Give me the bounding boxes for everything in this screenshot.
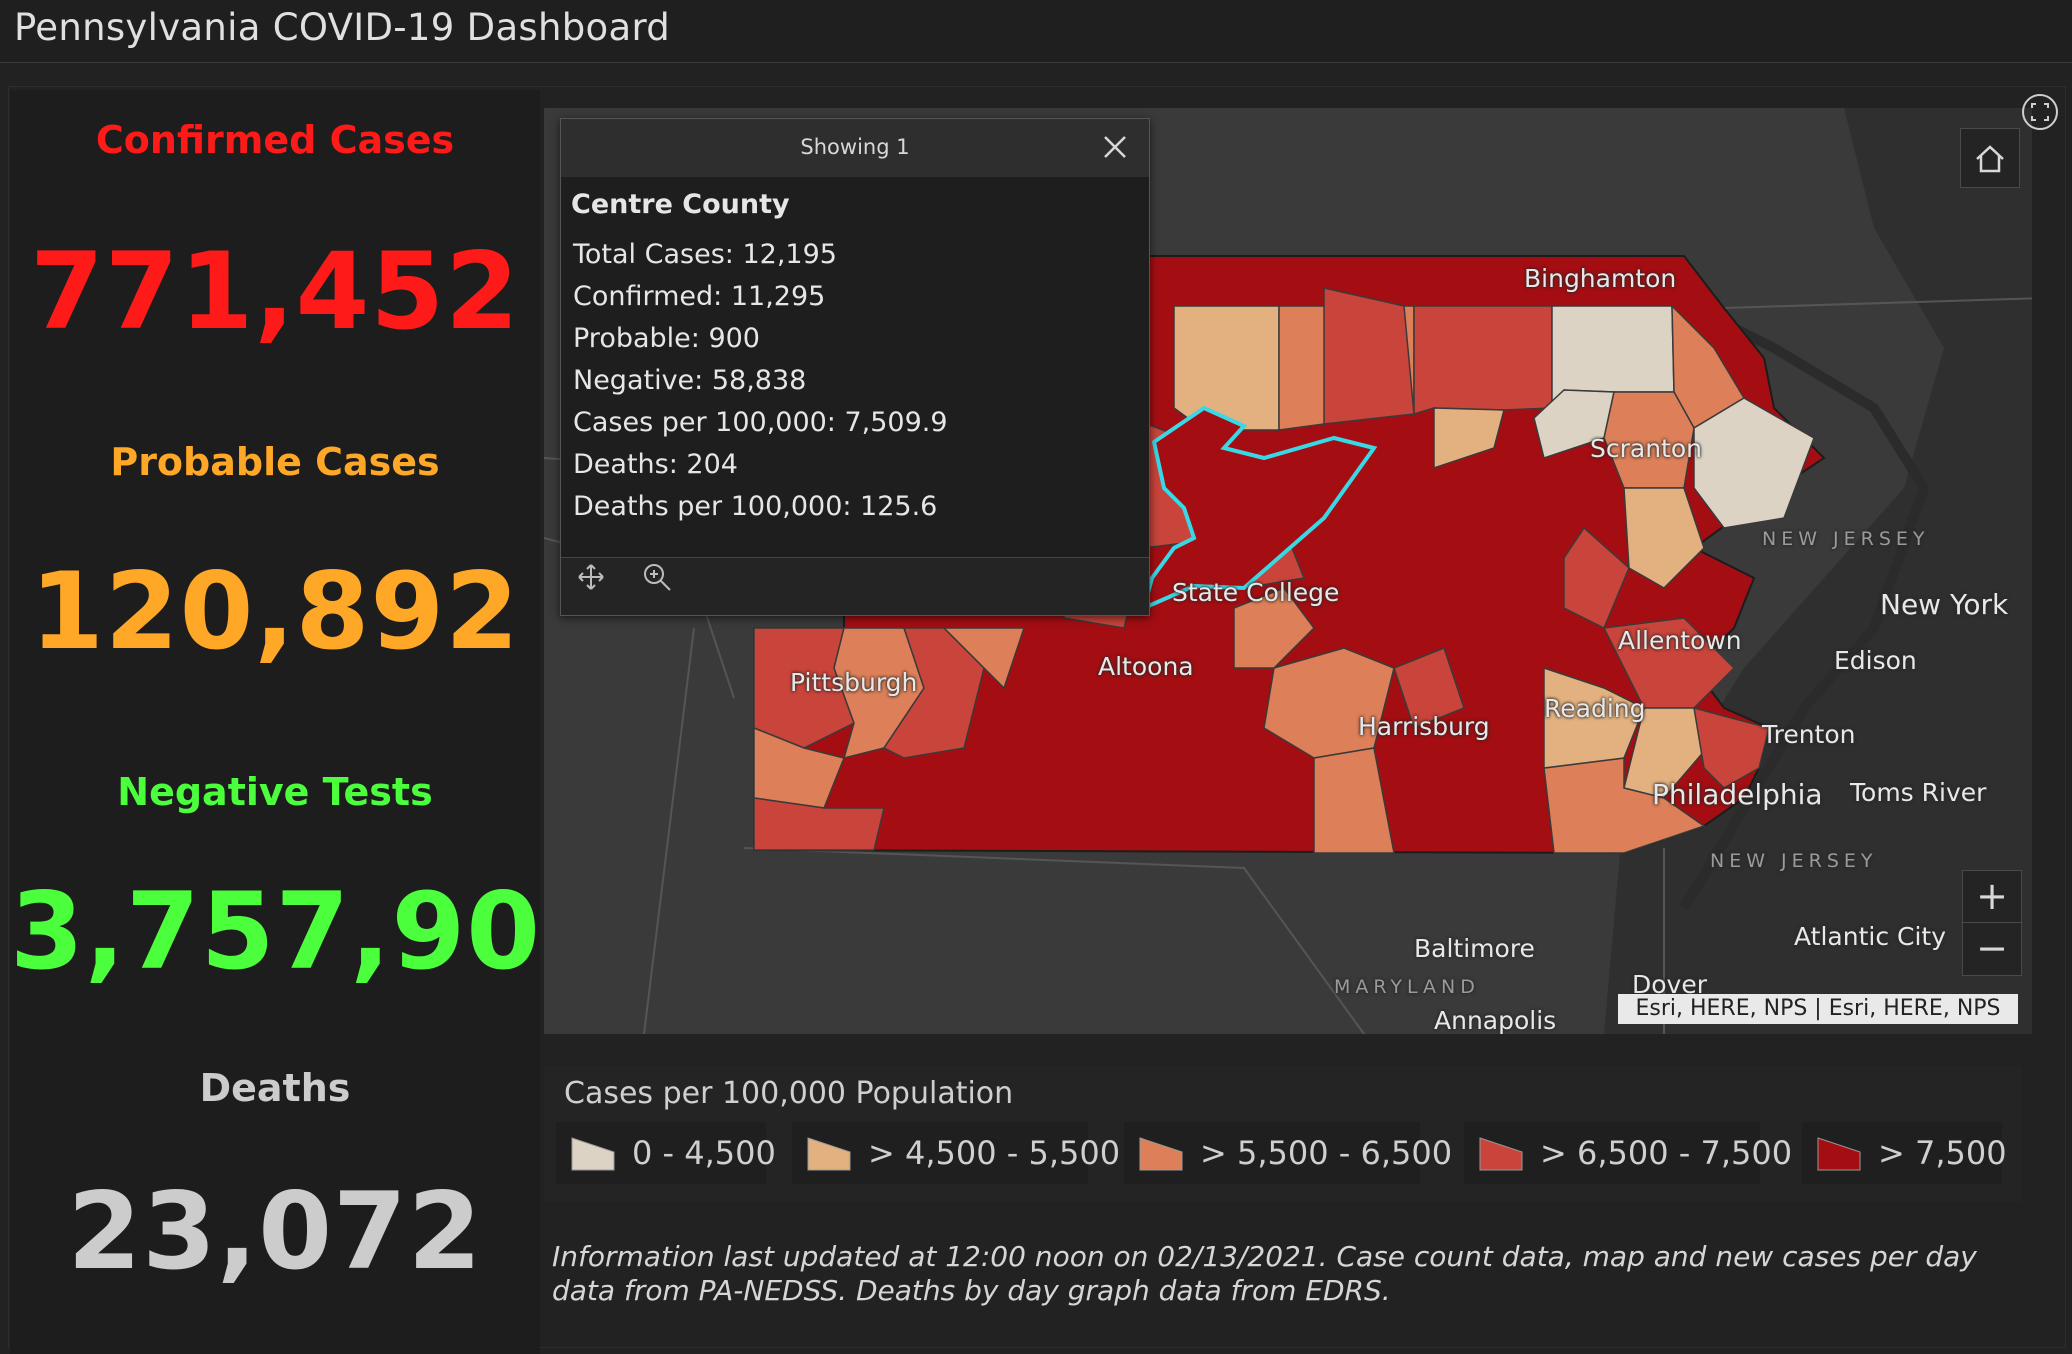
map-label-atlantic-city: Atlantic City — [1794, 922, 1947, 951]
state-border — [743, 847, 1365, 1034]
legend-label: > 7,500 — [1878, 1134, 2007, 1172]
probable-cases-value: 120,892 — [30, 550, 520, 673]
map-label-allentown: Allentown — [1618, 626, 1742, 655]
home-button[interactable] — [1960, 128, 2020, 188]
legend-item-5500-6500: > 5,500 - 6,500 — [1124, 1122, 1452, 1184]
dashboard-frame — [8, 86, 2066, 1348]
deaths-value: 23,072 — [67, 1170, 483, 1293]
app-title: Pennsylvania COVID-19 Dashboard — [14, 6, 671, 49]
negative-tests-value: 3,757,904 — [10, 870, 616, 993]
fullscreen-icon — [2031, 103, 2049, 121]
map-label-trenton: Trenton — [1762, 720, 1856, 749]
confirmed-cases-label: Confirmed Cases — [95, 118, 455, 162]
map-attribution: Esri, HERE, NPS | Esri, HERE, NPS — [1618, 994, 2018, 1024]
county-polygon[interactable] — [942, 627, 1026, 690]
popup-deaths: Deaths: 204 — [573, 449, 738, 480]
map-label-altoona: Altoona — [1098, 652, 1194, 681]
popup-body: Centre County Total Cases: 12,195 Confir… — [561, 177, 1149, 558]
app-header: Pennsylvania COVID-19 Dashboard — [0, 0, 2072, 63]
popup-probable: Probable: 900 — [573, 323, 760, 354]
legend-item-0-4500: 0 - 4,500 — [556, 1122, 776, 1184]
map-label-state-college: State College — [1172, 578, 1340, 607]
popup-header: Showing 1 — [561, 119, 1149, 178]
popup-move-button[interactable] — [573, 559, 609, 595]
probable-cases-label: Probable Cases — [110, 440, 440, 484]
legend-label: > 4,500 - 5,500 — [868, 1134, 1121, 1172]
map-label-philadelphia: Philadelphia — [1652, 778, 1823, 811]
fullscreen-button[interactable] — [2022, 94, 2058, 130]
legend-panel: Cases per 100,000 Population 0 - 4,500 >… — [544, 1066, 2022, 1202]
legend-item-over-7500: > 7,500 — [1802, 1122, 2007, 1184]
legend-swatch — [571, 1137, 615, 1171]
map-label-binghamton: Binghamton — [1524, 264, 1677, 293]
popup-confirmed: Confirmed: 11,295 — [573, 281, 826, 312]
legend-label: 0 - 4,500 — [632, 1134, 776, 1172]
county-polygon[interactable] — [1602, 617, 1736, 709]
state-border — [1723, 297, 2032, 309]
legend-item-4500-5500: > 4,500 - 5,500 — [792, 1122, 1120, 1184]
county-polygon[interactable] — [1693, 706, 1770, 789]
county-polygon[interactable] — [753, 726, 846, 809]
popup-county-name: Centre County — [571, 189, 790, 220]
map-label-new-jersey: NEW JERSEY — [1762, 528, 1930, 550]
popup-negative: Negative: 58,838 — [573, 365, 807, 396]
map-label-baltimore: Baltimore — [1414, 934, 1535, 963]
centre-county-highlight[interactable] — [1140, 405, 1378, 612]
state-border — [643, 627, 695, 1034]
stats-panel: Confirmed Cases 771,452 Probable Cases 1… — [10, 90, 616, 1354]
map-label-new-york: New York — [1880, 588, 2009, 621]
county-polygon[interactable] — [753, 797, 885, 851]
county-polygon[interactable] — [1693, 397, 1815, 529]
legend-swatch — [1479, 1137, 1523, 1171]
county-polygon[interactable] — [1313, 747, 1395, 854]
popup-total-cases: Total Cases: 12,195 — [573, 239, 837, 270]
legend-swatch — [1817, 1137, 1861, 1171]
deaths-label: Deaths — [199, 1066, 351, 1110]
county-polygon[interactable] — [1233, 587, 1315, 669]
map-label-pittsburgh: Pittsburgh — [790, 668, 918, 697]
map-label-new-jersey-south: NEW JERSEY — [1710, 850, 1878, 872]
map-label-toms-river: Toms River — [1850, 778, 1987, 807]
county-polygon[interactable] — [1433, 407, 1505, 470]
county-polygon[interactable] — [1543, 757, 1706, 854]
map-label-maryland: MARYLAND — [1334, 976, 1480, 998]
county-polygon[interactable] — [1543, 666, 1645, 769]
popup-deaths-per-100k: Deaths per 100,000: 125.6 — [573, 491, 938, 522]
county-polygon[interactable] — [1413, 305, 1553, 416]
popup-showing-count: Showing 1 — [800, 135, 910, 159]
popup-cases-per-100k: Cases per 100,000: 7,509.9 — [573, 407, 948, 438]
county-polygon[interactable] — [1173, 305, 1280, 431]
legend-label: > 6,500 - 7,500 — [1540, 1134, 1793, 1172]
legend-swatch — [807, 1137, 851, 1171]
zoom-out-button[interactable]: − — [1962, 922, 2022, 976]
map-label-edison: Edison — [1834, 646, 1917, 675]
legend-swatch — [1139, 1137, 1183, 1171]
map-label-annapolis: Annapolis — [1434, 1006, 1557, 1034]
county-polygon[interactable] — [1393, 647, 1465, 729]
county-polygon[interactable] — [1323, 287, 1415, 425]
legend-title: Cases per 100,000 Population — [564, 1076, 1014, 1111]
popup-zoom-to-button[interactable] — [639, 559, 675, 595]
home-icon — [1976, 145, 2004, 173]
zoom-to-icon — [644, 564, 671, 591]
move-icon — [578, 564, 604, 590]
county-polygon[interactable] — [1623, 487, 1705, 589]
map-label-harrisburg: Harrisburg — [1358, 712, 1490, 741]
confirmed-cases-value: 771,452 — [30, 230, 520, 353]
map-label-reading: Reading — [1544, 694, 1646, 723]
data-update-note: Information last updated at 12:00 noon o… — [552, 1240, 1977, 1307]
feature-popup[interactable]: Showing 1 Centre County Total Cases: 12,… — [560, 118, 1150, 616]
close-icon — [1104, 136, 1126, 158]
popup-close-button[interactable] — [1099, 131, 1131, 163]
county-polygon[interactable] — [1533, 389, 1615, 459]
county-polygon[interactable] — [1563, 526, 1630, 630]
zoom-in-button[interactable]: + — [1962, 870, 2022, 924]
legend-label: > 5,500 - 6,500 — [1200, 1134, 1453, 1172]
map-label-scranton: Scranton — [1590, 434, 1702, 463]
coastline — [1679, 303, 1930, 911]
legend-item-6500-7500: > 6,500 - 7,500 — [1464, 1122, 1792, 1184]
negative-tests-label: Negative Tests — [117, 770, 433, 814]
